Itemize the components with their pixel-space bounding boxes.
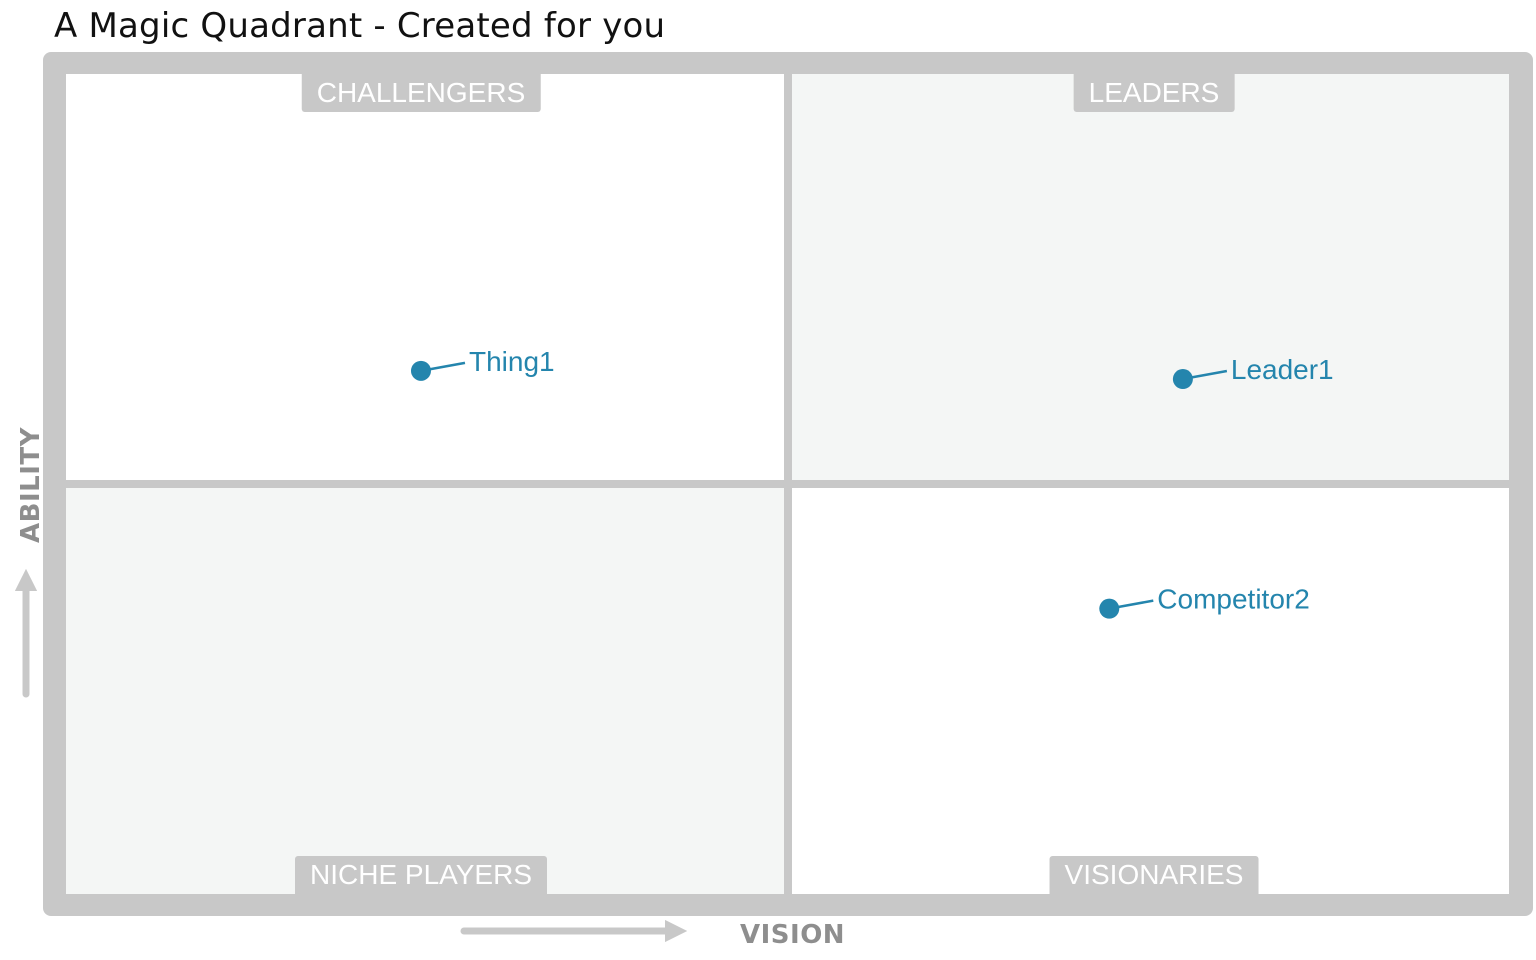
point-label: Thing1 — [469, 346, 555, 377]
data-point-leader1: Leader1 — [1172, 354, 1334, 390]
chart-title: A Magic Quadrant - Created for you — [54, 6, 666, 46]
point-marker — [410, 360, 431, 381]
quadrant-niche-players: NICHE PLAYERS — [66, 488, 784, 894]
data-point-thing1: Thing1 — [410, 346, 555, 381]
point-label: Competitor2 — [1157, 584, 1310, 615]
point-marker — [1099, 598, 1120, 619]
point-label: Leader1 — [1231, 354, 1334, 385]
data-point-competitor2: Competitor2 — [1099, 584, 1310, 619]
quadrant-label-niche-players: NICHE PLAYERS — [295, 856, 547, 894]
quadrant-label-visionaries: VISIONARIES — [1049, 856, 1259, 894]
quadrant-label-challengers: CHALLENGERS — [301, 74, 541, 112]
quadrant-label-leaders: LEADERS — [1073, 74, 1235, 112]
quadrant-visionaries: VISIONARIES — [792, 488, 1509, 894]
quadrant-leaders: LEADERS — [792, 74, 1509, 480]
quadrant-challengers: CHALLENGERS — [66, 74, 784, 480]
y-axis-label: ABILITY — [16, 427, 46, 543]
point-marker — [1172, 369, 1193, 390]
data-points: Thing1 Leader1 Competitor2 — [410, 346, 1334, 619]
x-axis-label: VISION — [740, 920, 846, 950]
